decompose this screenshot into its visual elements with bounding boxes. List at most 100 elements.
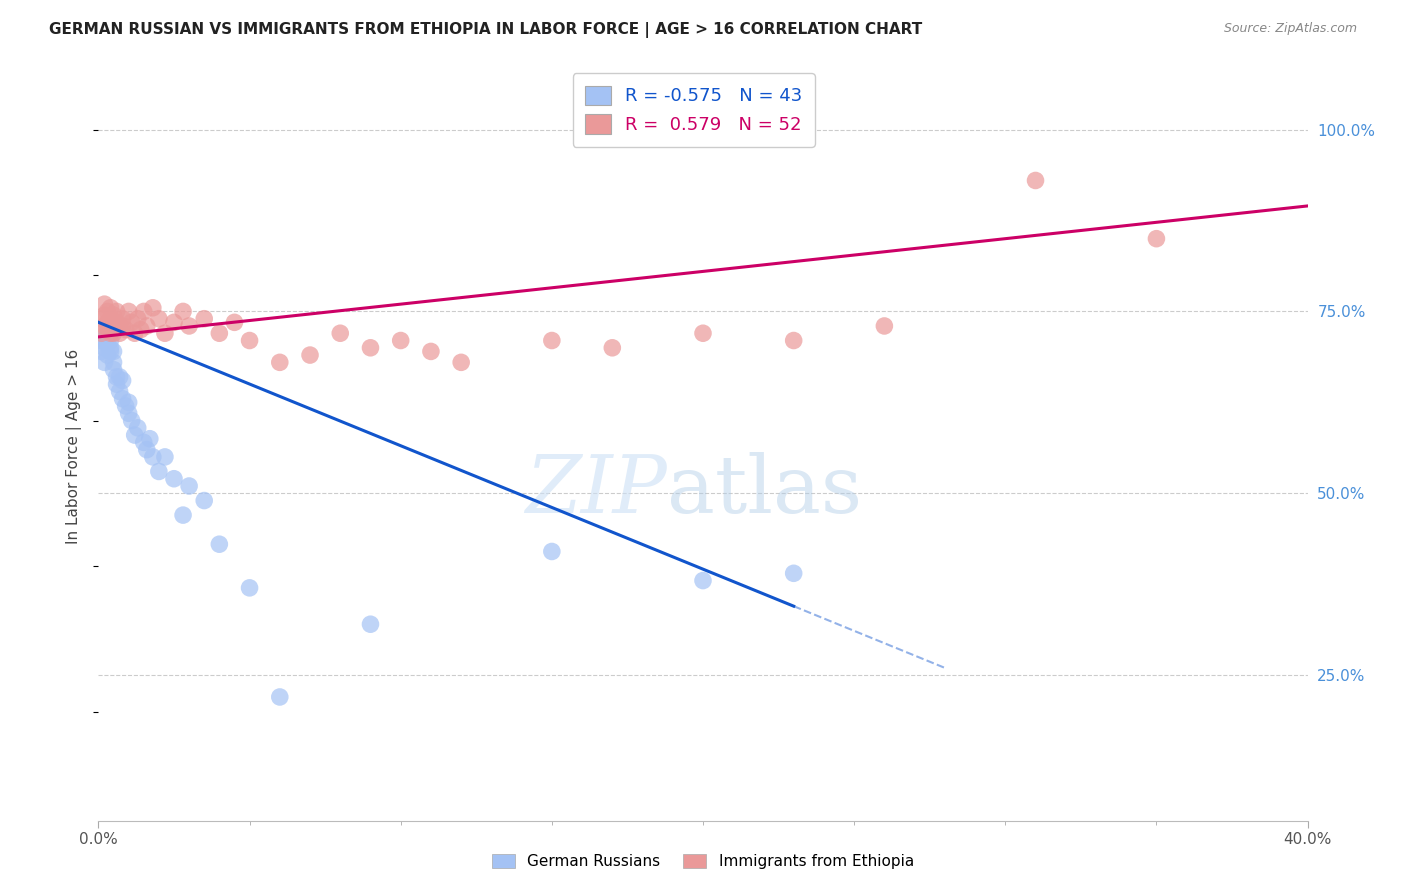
Point — [142, 450, 165, 464]
Point — [163, 472, 186, 486]
Point — [121, 315, 143, 329]
Point — [103, 355, 125, 369]
Point — [299, 348, 322, 362]
Point — [135, 318, 157, 333]
Point — [105, 377, 128, 392]
Point — [118, 406, 141, 420]
Point — [96, 323, 118, 337]
Point — [132, 435, 155, 450]
Point — [108, 384, 131, 399]
Point — [105, 370, 128, 384]
Point — [132, 304, 155, 318]
Point — [93, 330, 115, 344]
Point — [329, 326, 352, 341]
Point — [783, 566, 806, 581]
Point — [96, 348, 118, 362]
Point — [1024, 173, 1046, 187]
Point — [100, 341, 122, 355]
Point — [100, 344, 122, 359]
Point — [193, 311, 215, 326]
Point — [127, 311, 149, 326]
Point — [269, 355, 291, 369]
Point — [153, 326, 176, 341]
Point — [108, 326, 131, 341]
Point — [127, 421, 149, 435]
Point — [93, 341, 115, 355]
Point — [129, 323, 152, 337]
Point — [873, 318, 896, 333]
Point — [100, 334, 122, 348]
Point — [135, 442, 157, 457]
Point — [540, 544, 562, 558]
Point — [90, 334, 112, 348]
Point — [111, 318, 134, 333]
Point — [96, 315, 118, 329]
Point — [1144, 232, 1167, 246]
Point — [108, 318, 131, 333]
Point — [602, 341, 624, 355]
Point — [142, 301, 165, 315]
Point — [96, 337, 118, 351]
Point — [103, 344, 125, 359]
Text: ZIP: ZIP — [524, 452, 666, 530]
Point — [118, 395, 141, 409]
Text: atlas: atlas — [666, 452, 862, 530]
Point — [118, 304, 141, 318]
Point — [783, 334, 806, 348]
Point — [90, 344, 112, 359]
Point — [179, 479, 201, 493]
Point — [540, 334, 562, 348]
Point — [172, 304, 194, 318]
Point — [224, 315, 246, 329]
Point — [148, 465, 170, 479]
Legend: R = -0.575   N = 43, R =  0.579   N = 52: R = -0.575 N = 43, R = 0.579 N = 52 — [572, 73, 815, 147]
Point — [90, 311, 112, 326]
Point — [153, 450, 176, 464]
Point — [93, 318, 115, 333]
Point — [360, 617, 382, 632]
Point — [100, 311, 122, 326]
Point — [692, 326, 714, 341]
Point — [100, 301, 122, 315]
Point — [111, 311, 134, 326]
Point — [269, 690, 291, 704]
Point — [239, 581, 262, 595]
Point — [163, 315, 186, 329]
Point — [103, 308, 125, 322]
Point — [103, 318, 125, 333]
Point — [208, 326, 231, 341]
Point — [103, 362, 125, 376]
Point — [105, 315, 128, 329]
Point — [450, 355, 472, 369]
Point — [93, 297, 115, 311]
Point — [111, 392, 134, 406]
Point — [121, 413, 143, 427]
Point — [208, 537, 231, 551]
Point — [692, 574, 714, 588]
Point — [105, 304, 128, 318]
Point — [139, 432, 162, 446]
Point — [114, 399, 136, 413]
Y-axis label: In Labor Force | Age > 16: In Labor Force | Age > 16 — [66, 349, 83, 543]
Point — [389, 334, 412, 348]
Point — [172, 508, 194, 522]
Point — [111, 374, 134, 388]
Point — [360, 341, 382, 355]
Point — [93, 355, 115, 369]
Text: Source: ZipAtlas.com: Source: ZipAtlas.com — [1223, 22, 1357, 36]
Point — [114, 323, 136, 337]
Point — [90, 326, 112, 341]
Point — [179, 318, 201, 333]
Point — [96, 326, 118, 341]
Point — [124, 326, 146, 341]
Point — [100, 326, 122, 341]
Point — [420, 344, 443, 359]
Point — [193, 493, 215, 508]
Point — [96, 304, 118, 318]
Text: GERMAN RUSSIAN VS IMMIGRANTS FROM ETHIOPIA IN LABOR FORCE | AGE > 16 CORRELATION: GERMAN RUSSIAN VS IMMIGRANTS FROM ETHIOP… — [49, 22, 922, 38]
Point — [108, 370, 131, 384]
Point — [103, 326, 125, 341]
Point — [124, 428, 146, 442]
Point — [93, 308, 115, 322]
Point — [239, 334, 262, 348]
